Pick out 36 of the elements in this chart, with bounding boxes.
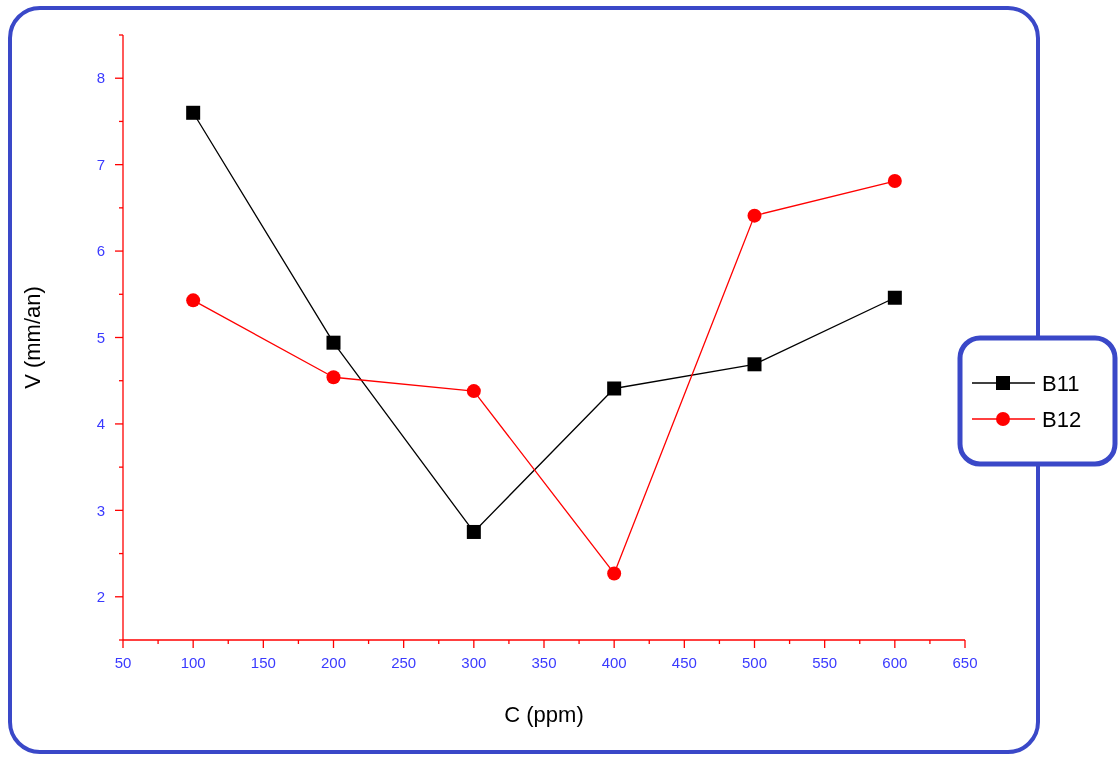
x-tick-label: 450 bbox=[671, 654, 697, 671]
y-tick-label: 3 bbox=[96, 501, 106, 519]
point bbox=[466, 524, 481, 539]
point bbox=[607, 381, 622, 396]
point bbox=[887, 174, 902, 189]
x-tick-label: 550 bbox=[812, 654, 838, 671]
legend-label: B11 bbox=[1042, 370, 1080, 396]
x-tick-label: 100 bbox=[180, 654, 206, 671]
y-tick-label: 4 bbox=[96, 415, 106, 433]
point bbox=[747, 357, 762, 372]
point bbox=[186, 293, 201, 308]
x-tick-label: 150 bbox=[250, 654, 276, 671]
x-tick-label: 350 bbox=[531, 654, 557, 671]
point bbox=[186, 105, 201, 120]
x-tick-label: 400 bbox=[601, 654, 627, 671]
point bbox=[326, 335, 341, 350]
y-tick-label: 8 bbox=[96, 69, 106, 87]
point bbox=[326, 370, 341, 385]
x-tick-label: 650 bbox=[952, 654, 978, 671]
legend-label: B12 bbox=[1042, 406, 1082, 432]
point bbox=[747, 208, 762, 223]
x-axis-title: C (ppm) bbox=[504, 702, 584, 727]
point bbox=[607, 566, 622, 581]
y-tick-label: 2 bbox=[96, 588, 106, 606]
x-tick-label: 500 bbox=[741, 654, 768, 671]
x-tick-label: 250 bbox=[391, 654, 417, 671]
x-tick-label: 200 bbox=[320, 654, 347, 671]
y-tick-label: 6 bbox=[96, 242, 106, 260]
y-tick-label: 7 bbox=[96, 155, 106, 173]
point bbox=[887, 290, 902, 305]
x-tick-label: 300 bbox=[461, 654, 487, 671]
y-axis-title: V (mm/an) bbox=[20, 286, 45, 389]
x-tick-label: 50 bbox=[114, 654, 132, 671]
y-tick-label: 5 bbox=[96, 328, 106, 346]
x-tick-label: 600 bbox=[882, 654, 908, 671]
point bbox=[466, 384, 481, 399]
